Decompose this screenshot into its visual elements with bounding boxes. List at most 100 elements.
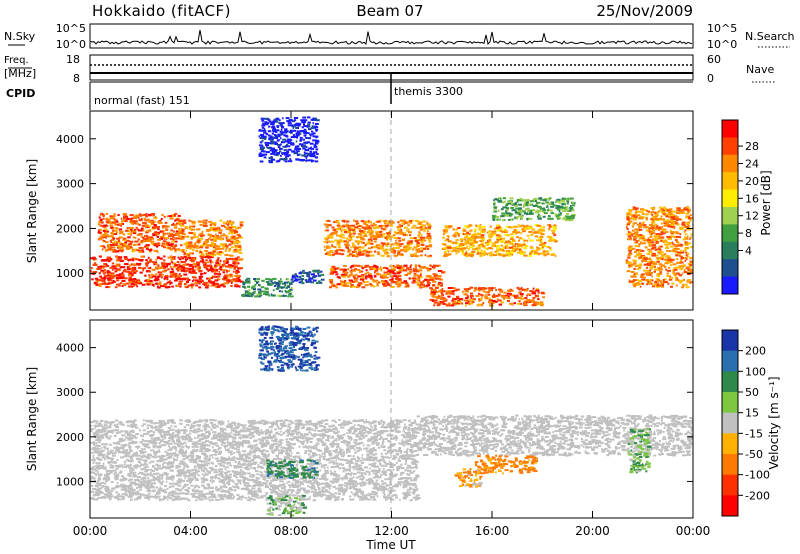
power-cell-5: [387, 236, 391, 239]
power-cell-0: [130, 258, 135, 261]
power-cell-3: [270, 294, 275, 297]
power-cell-5: [389, 244, 392, 247]
power-cell-0: [198, 280, 203, 283]
power-cell-1: [172, 245, 175, 248]
power-cell-5: [417, 248, 421, 251]
power-cell-5: [375, 244, 380, 247]
power-cell-10: [651, 254, 656, 257]
power-cell-11: [262, 153, 268, 156]
power-cell-0: [166, 281, 169, 284]
power-cell-1: [140, 229, 145, 232]
power-cell-1: [145, 244, 150, 247]
power-cell-0: [101, 283, 106, 285]
power-cell-7: [447, 253, 452, 256]
power-cell-2: [204, 250, 208, 252]
power-cell-7: [540, 242, 544, 245]
power-cell-0: [109, 279, 113, 282]
power-cell-10: [679, 233, 682, 236]
power-cell-1: [170, 242, 173, 245]
power-cell-11: [302, 147, 306, 150]
power-cell-2: [233, 242, 236, 245]
power-cell-5: [397, 251, 401, 254]
power-cell-10: [676, 240, 679, 243]
power-cell-11: [271, 138, 274, 141]
power-cell-1: [118, 246, 123, 249]
power-cell-5: [375, 233, 381, 236]
power-cell-10: [678, 274, 683, 277]
power-cell-11: [282, 145, 286, 148]
power-cell-5: [373, 227, 377, 230]
power-cell-4: [301, 282, 305, 285]
power-cell-2: [212, 250, 216, 253]
power-cell-11: [315, 148, 319, 151]
power-cell-2: [194, 235, 199, 238]
power-cell-0: [100, 269, 104, 272]
power-cell-1: [168, 232, 172, 235]
power-cell-10: [642, 257, 645, 260]
power-cell-8: [523, 201, 528, 204]
power-cell-5: [345, 237, 348, 240]
power-cell-8: [493, 202, 496, 205]
power-cell-5: [341, 240, 346, 243]
power-cell-5: [327, 235, 331, 238]
power-cell-2: [190, 236, 195, 239]
power-cell-2: [202, 243, 208, 245]
power-cell-9: [440, 295, 442, 298]
velocity-cell-0: [201, 463, 205, 466]
power-cell-3: [244, 292, 247, 295]
power-cell-10: [647, 242, 652, 245]
power-cell-2: [179, 223, 181, 226]
power-cell-1: [138, 219, 143, 221]
power-cell-3: [258, 295, 261, 298]
power-cell-10: [628, 220, 633, 223]
power-cell-2: [214, 244, 216, 247]
power-cell-10: [631, 217, 635, 220]
power-cell-0: [129, 264, 132, 267]
power-cell-11: [280, 131, 283, 134]
power-cell-7: [509, 238, 514, 240]
power-cell-10: [677, 244, 681, 247]
power-cell-1: [132, 232, 137, 235]
power-cell-7: [537, 247, 541, 250]
power-cell-1: [157, 220, 162, 223]
velocity-cell-0: [135, 433, 140, 436]
power-cell-4: [310, 273, 315, 276]
power-cell-1: [140, 217, 143, 220]
power-cell-11: [270, 139, 273, 142]
power-cell-10: [642, 221, 645, 224]
power-cell-0: [203, 266, 208, 269]
power-cell-6: [395, 283, 399, 285]
power-cell-0: [194, 281, 198, 284]
power-cell-8: [514, 217, 518, 220]
power-cell-10: [646, 213, 649, 216]
power-cell-6: [413, 272, 417, 275]
power-cell-7: [478, 228, 481, 231]
power-cell-9: [466, 294, 469, 297]
power-cell-9: [484, 294, 487, 297]
power-cell-11: [302, 121, 306, 124]
power-cell-6: [394, 266, 397, 269]
power-cell-10: [672, 271, 675, 273]
power-cell-11: [311, 130, 314, 133]
power-cell-3: [254, 280, 257, 282]
power-cell-2: [215, 245, 220, 248]
power-cell-11: [314, 117, 318, 120]
power-cell-1: [129, 217, 132, 220]
nsearch-tick-top: 10^5: [707, 22, 737, 35]
power-cell-0: [208, 279, 211, 281]
power-cell-9: [450, 292, 454, 295]
power-cell-2: [226, 239, 231, 242]
power-cell-5: [392, 234, 396, 237]
power-cell-1: [122, 218, 128, 221]
power-cell-11: [261, 129, 267, 132]
power-cell-10: [686, 271, 690, 274]
y-tick-label: 1000: [56, 267, 84, 280]
velocity-cell-0: [270, 488, 273, 491]
power-cell-1: [127, 233, 132, 235]
power-cell-10: [645, 229, 649, 232]
power-cell-1: [151, 227, 156, 230]
power-cell-1: [113, 213, 116, 216]
velocity-cell-0: [94, 488, 98, 491]
power-cell-2: [204, 241, 209, 244]
power-cell-0: [154, 261, 157, 264]
